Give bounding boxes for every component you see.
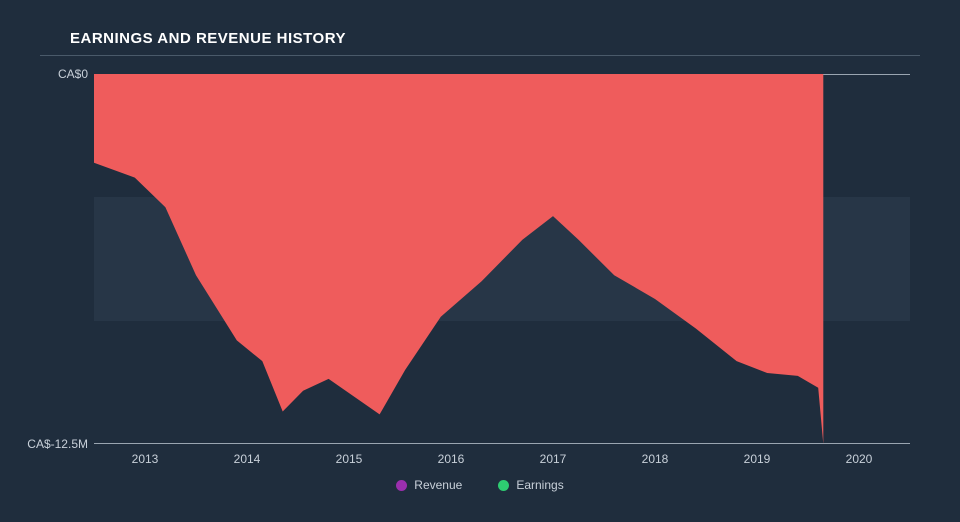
x-tick-label: 2019	[744, 444, 771, 466]
area-svg	[94, 74, 910, 444]
x-tick-label: 2020	[846, 444, 873, 466]
y-tick-label: CA$0	[58, 67, 94, 81]
y-tick-label: CA$-12.5M	[27, 437, 94, 451]
x-tick-label: 2015	[336, 444, 363, 466]
chart-container: EARNINGS AND REVENUE HISTORY CA$0CA$-12.…	[0, 0, 960, 522]
x-tick-label: 2017	[540, 444, 567, 466]
legend-item-earnings: Earnings	[498, 478, 563, 492]
x-tick-label: 2018	[642, 444, 669, 466]
chart-title: EARNINGS AND REVENUE HISTORY	[40, 30, 920, 47]
legend: Revenue Earnings	[40, 478, 920, 492]
x-tick-label: 2016	[438, 444, 465, 466]
x-tick-label: 2014	[234, 444, 261, 466]
legend-swatch-icon	[498, 480, 509, 491]
plot-area: CA$0CA$-12.5M201320142015201620172018201…	[94, 74, 910, 444]
legend-swatch-icon	[396, 480, 407, 491]
legend-label: Revenue	[414, 478, 462, 492]
series-earnings	[94, 74, 823, 444]
title-underline	[40, 55, 920, 56]
x-tick-label: 2013	[132, 444, 159, 466]
legend-item-revenue: Revenue	[396, 478, 462, 492]
legend-label: Earnings	[516, 478, 563, 492]
